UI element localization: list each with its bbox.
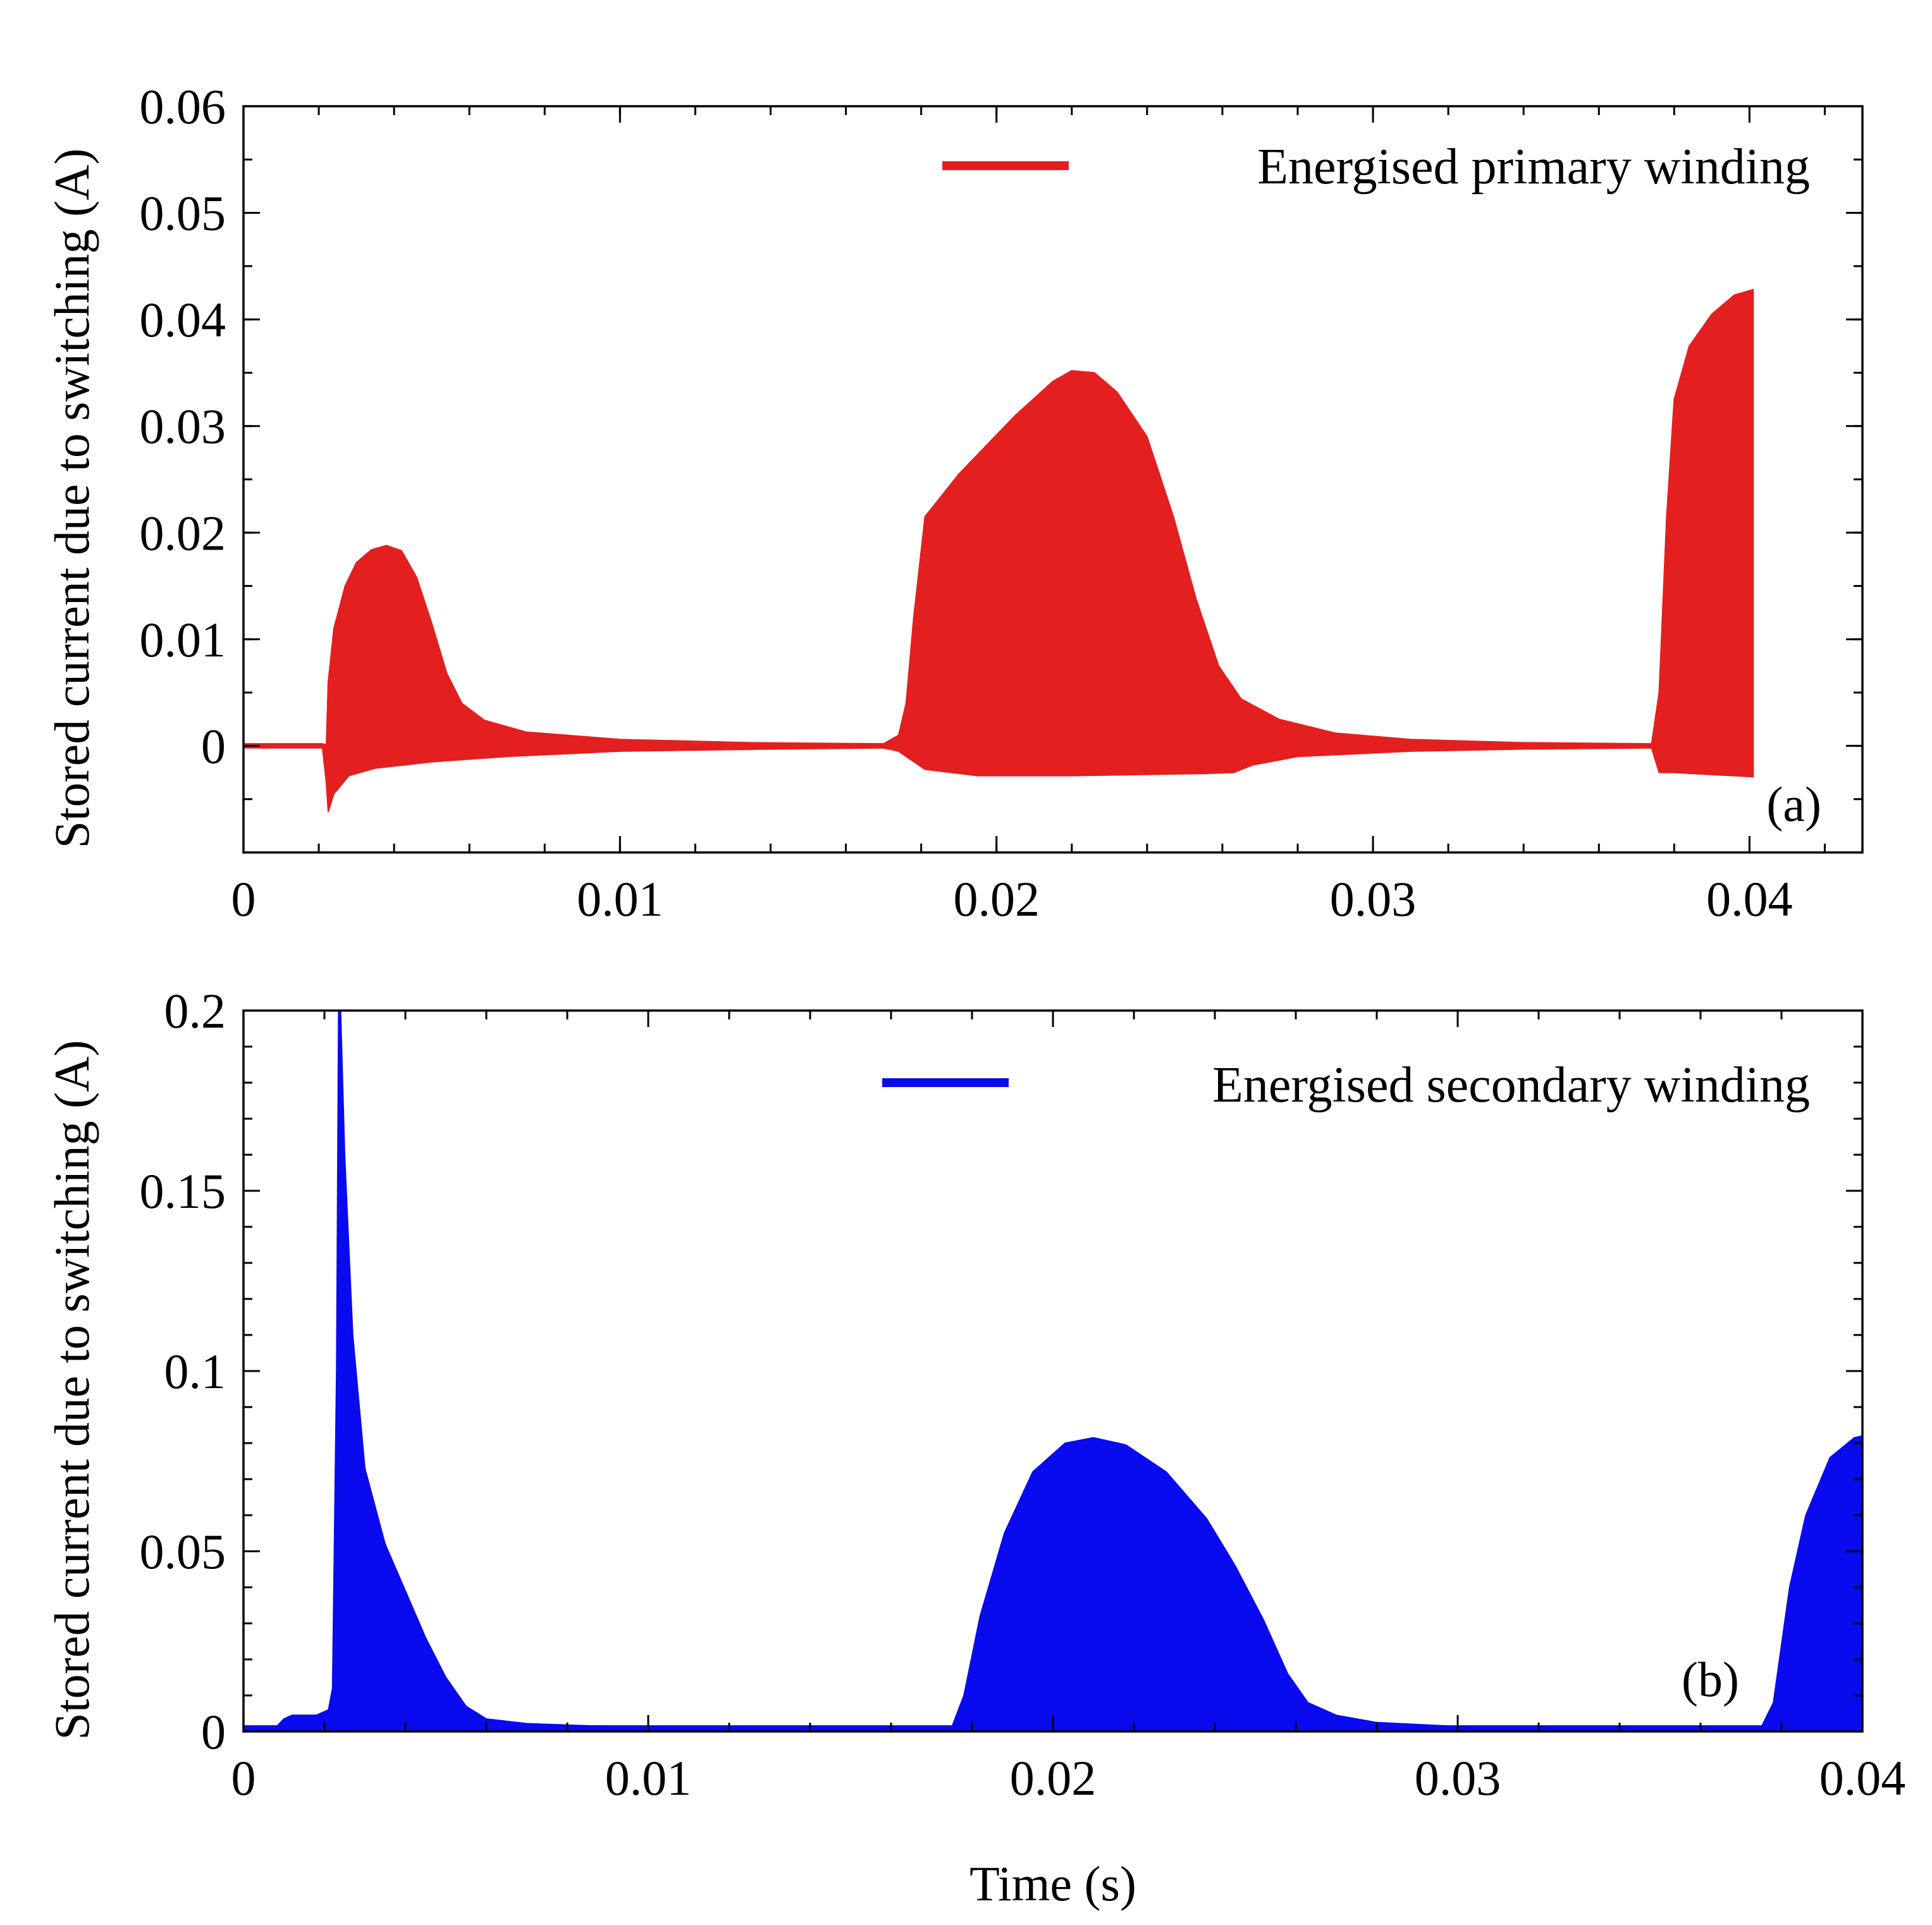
panel-a-frame bbox=[242, 105, 1864, 854]
panel-b-legend-label: Energised secondary winding bbox=[1212, 1057, 1810, 1113]
panel-b-y-axis-label: Stored current due to switching (A) bbox=[44, 1040, 99, 1740]
panel-a-y-tick-label: 0.04 bbox=[140, 292, 226, 347]
panel-a-x-tick-label: 0 bbox=[231, 871, 256, 926]
panel-b-tag: (b) bbox=[1682, 1652, 1739, 1707]
panel-b-y-tick-label: 0 bbox=[201, 1704, 226, 1759]
panel-b-x-tick-label: 0.01 bbox=[605, 1750, 692, 1805]
panel-b-frame bbox=[242, 1009, 1864, 1733]
panel-a-legend: Energised primary winding bbox=[942, 139, 1810, 195]
panel-b-x-tick-label: 0.03 bbox=[1415, 1750, 1501, 1805]
panel-a-y-tick-label: 0 bbox=[201, 718, 226, 773]
x-axis-label: Time (s) bbox=[969, 1856, 1136, 1911]
panel-b-x-tick-label: 0 bbox=[231, 1750, 256, 1805]
panel-a-series-envelope bbox=[243, 288, 1754, 813]
panel-a-x-tick-label: 0.01 bbox=[577, 871, 663, 926]
panel-a-series-layer bbox=[243, 288, 1754, 813]
panel-a-y-tick-label: 0.02 bbox=[140, 505, 226, 560]
panel-a-y-tick-label: 0.05 bbox=[140, 186, 226, 241]
panel-b-y-tick-label: 0.1 bbox=[164, 1344, 226, 1399]
panel-b-tick-labels: 0 0.01 0.02 0.03 0.04 0 0.05 0.1 0.15 0.2 bbox=[140, 983, 1906, 1805]
panel-a-chart: 0 0.01 0.02 0.03 0.04 0 0.01 0.02 0.03 0.04 0.05 0.… bbox=[44, 79, 1864, 926]
panel-b-y-tick-label: 0.15 bbox=[140, 1164, 226, 1219]
panel-a-y-tick-label: 0.03 bbox=[140, 399, 226, 454]
panel-b-x-tick-label: 0.02 bbox=[1010, 1750, 1097, 1805]
panel-a-y-tick-label: 0.06 bbox=[140, 79, 226, 134]
panel-a-x-tick-label: 0.03 bbox=[1330, 871, 1417, 926]
panel-a-y-tick-label: 0.01 bbox=[140, 612, 226, 667]
panel-a-tick-labels: 0 0.01 0.02 0.03 0.04 0 0.01 0.02 0.03 0.04 0.05 0.… bbox=[140, 79, 1793, 926]
panel-a-y-axis-label: Stored current due to switching (A) bbox=[44, 149, 99, 849]
panel-a-x-tick-label: 0.02 bbox=[953, 871, 1040, 926]
panel-b-chart: 0 0.01 0.02 0.03 0.04 0 0.05 0.1 0.15 0.2 Stored … bbox=[44, 983, 1905, 1911]
panel-b-x-tick-label: 0.04 bbox=[1819, 1750, 1906, 1805]
panel-b-y-tick-label: 0.05 bbox=[140, 1524, 226, 1579]
panel-b-legend: Energised secondary winding bbox=[882, 1057, 1810, 1113]
panel-a-x-tick-label: 0.04 bbox=[1706, 871, 1793, 926]
panel-b-series-envelope bbox=[243, 1011, 1862, 1731]
panel-a-legend-label: Energised primary winding bbox=[1257, 139, 1810, 195]
panel-b-y-tick-label: 0.2 bbox=[164, 983, 226, 1038]
panel-a-tag: (a) bbox=[1766, 777, 1821, 832]
